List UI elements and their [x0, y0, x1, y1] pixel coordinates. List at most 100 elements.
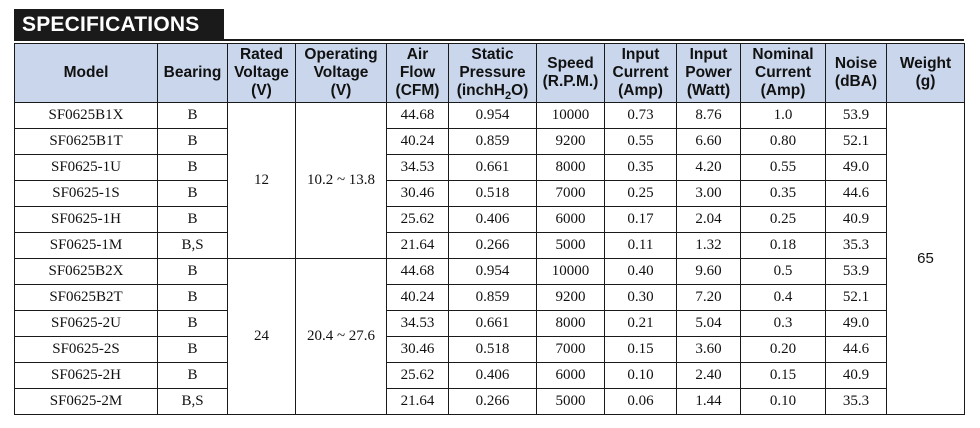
speed-cell: 7000	[536, 180, 605, 207]
bearing-cell: B	[157, 102, 228, 129]
air-flow-cell: 44.68	[386, 102, 449, 129]
nominal-current-cell: 0.4	[740, 284, 826, 311]
header-rated-voltage: Rated Voltage (V)	[227, 43, 296, 103]
noise-cell: 44.6	[825, 336, 887, 363]
static-pressure-cell: 0.661	[448, 310, 537, 337]
input-current-cell: 0.25	[604, 180, 677, 207]
bearing-cell: B	[157, 336, 228, 363]
bearing-cell: B,S	[157, 388, 228, 415]
static-pressure-cell: 0.954	[448, 258, 537, 285]
input-current-cell: 0.21	[604, 310, 677, 337]
speed-cell: 5000	[536, 388, 605, 415]
static-pressure-cell: 0.518	[448, 336, 537, 363]
air-flow-cell: 25.62	[386, 362, 449, 389]
model-cell: SF0625-2U	[14, 310, 158, 337]
specifications-table: Model Bearing Rated Voltage (V) Operating V…	[14, 43, 965, 415]
air-flow-cell: 44.68	[386, 258, 449, 285]
noise-cell: 40.9	[825, 362, 887, 389]
air-flow-cell: 30.46	[386, 180, 449, 207]
header-input-power: Input Power (Watt)	[676, 43, 741, 103]
static-pressure-cell: 0.859	[448, 284, 537, 311]
table-row: SF0625-2M B,S 21.64 0.266 5000 0.06 1.44 0.10 35…	[14, 388, 965, 415]
air-flow-cell: 40.24	[386, 284, 449, 311]
bearing-cell: B	[157, 284, 228, 311]
table-row: SF0625-1M B,S 21.64 0.266 5000 0.11 1.32 0.18 35…	[14, 232, 965, 259]
air-flow-cell: 34.53	[386, 154, 449, 181]
air-flow-cell: 25.62	[386, 206, 449, 233]
title-underline	[14, 39, 964, 41]
model-cell: SF0625-1S	[14, 180, 158, 207]
speed-cell: 10000	[536, 102, 605, 129]
model-cell: SF0625-1U	[14, 154, 158, 181]
input-power-cell: 9.60	[676, 258, 741, 285]
table-row: SF0625-2S B 30.46 0.518 7000 0.15 3.60 0.20 44.6	[14, 336, 965, 363]
static-pressure-cell: 0.266	[448, 232, 537, 259]
bearing-cell: B	[157, 206, 228, 233]
table-row: SF0625-1H B 25.62 0.406 6000 0.17 2.04 0.25 40.9	[14, 206, 965, 233]
header-noise: Noise (dBA)	[825, 43, 887, 103]
speed-cell: 7000	[536, 336, 605, 363]
air-flow-cell: 21.64	[386, 232, 449, 259]
input-power-cell: 2.40	[676, 362, 741, 389]
nominal-current-cell: 0.80	[740, 128, 826, 155]
input-current-cell: 0.35	[604, 154, 677, 181]
air-flow-cell: 30.46	[386, 336, 449, 363]
header-weight: Weight (g)	[886, 43, 965, 103]
nominal-current-cell: 0.55	[740, 154, 826, 181]
header-row: Model Bearing Rated Voltage (V) Operating V…	[14, 43, 965, 103]
input-current-cell: 0.06	[604, 388, 677, 415]
table-row: SF0625-2H B 25.62 0.406 6000 0.10 2.40 0.15 40.9	[14, 362, 965, 389]
model-cell: SF0625B2T	[14, 284, 158, 311]
static-pressure-cell: 0.859	[448, 128, 537, 155]
static-pressure-cell: 0.406	[448, 206, 537, 233]
input-power-cell: 1.44	[676, 388, 741, 415]
header-model: Model	[14, 43, 158, 103]
model-cell: SF0625B1X	[14, 102, 158, 129]
input-power-cell: 8.76	[676, 102, 741, 129]
model-cell: SF0625B1T	[14, 128, 158, 155]
header-bearing: Bearing	[157, 43, 228, 103]
bearing-cell: B	[157, 128, 228, 155]
model-cell: SF0625-1M	[14, 232, 158, 259]
speed-cell: 6000	[536, 362, 605, 389]
input-current-cell: 0.73	[604, 102, 677, 129]
header-nominal-current: Nominal Current (Amp)	[740, 43, 826, 103]
input-power-cell: 7.20	[676, 284, 741, 311]
table-row: SF0625-2U B 34.53 0.661 8000 0.21 5.04 0.3 49.0	[14, 310, 965, 337]
bearing-cell: B	[157, 180, 228, 207]
noise-cell: 52.1	[825, 128, 887, 155]
speed-cell: 9200	[536, 128, 605, 155]
input-current-cell: 0.30	[604, 284, 677, 311]
nominal-current-cell: 0.25	[740, 206, 826, 233]
nominal-current-cell: 0.5	[740, 258, 826, 285]
model-cell: SF0625-2S	[14, 336, 158, 363]
input-power-cell: 3.60	[676, 336, 741, 363]
input-current-cell: 0.55	[604, 128, 677, 155]
noise-cell: 53.9	[825, 102, 887, 129]
nominal-current-cell: 0.10	[740, 388, 826, 415]
operating-voltage-cell: 20.4 ~ 27.6	[295, 258, 387, 415]
speed-cell: 6000	[536, 206, 605, 233]
noise-cell: 40.9	[825, 206, 887, 233]
bearing-cell: B	[157, 310, 228, 337]
table-row: SF0625-1U B 34.53 0.661 8000 0.35 4.20 0.55 49.0	[14, 154, 965, 181]
header-static-pressure: Static Pressure (inchH2O)	[448, 43, 537, 103]
input-current-cell: 0.17	[604, 206, 677, 233]
static-pressure-cell: 0.518	[448, 180, 537, 207]
nominal-current-cell: 0.20	[740, 336, 826, 363]
nominal-current-cell: 1.0	[740, 102, 826, 129]
bearing-cell: B	[157, 362, 228, 389]
table-row: SF0625B2T B 40.24 0.859 9200 0.30 7.20 0.4 52.1	[14, 284, 965, 311]
nominal-current-cell: 0.3	[740, 310, 826, 337]
air-flow-cell: 40.24	[386, 128, 449, 155]
input-current-cell: 0.10	[604, 362, 677, 389]
table-row: SF0625B2X B 24 20.4 ~ 27.6 44.68 0.954 10000 0.…	[14, 258, 965, 415]
input-current-cell: 0.11	[604, 232, 677, 259]
noise-cell: 49.0	[825, 310, 887, 337]
speed-cell: 8000	[536, 154, 605, 181]
operating-voltage-cell: 10.2 ~ 13.8	[295, 102, 387, 259]
air-flow-cell: 34.53	[386, 310, 449, 337]
input-current-cell: 0.40	[604, 258, 677, 285]
input-power-cell: 2.04	[676, 206, 741, 233]
bearing-cell: B	[157, 258, 228, 285]
